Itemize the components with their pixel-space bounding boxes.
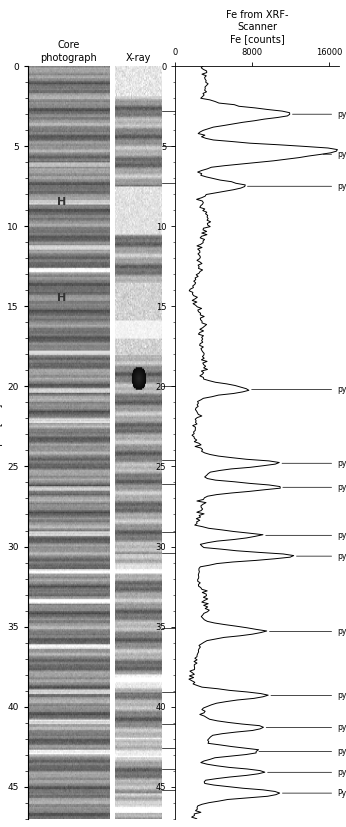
Title: Fe from XRF-
Scanner
Fe [counts]: Fe from XRF- Scanner Fe [counts] <box>226 10 289 45</box>
Text: Pyr: Pyr <box>282 789 346 797</box>
Text: pyr: pyr <box>266 723 346 732</box>
Text: pyr: pyr <box>252 385 346 394</box>
Title: X-ray: X-ray <box>126 53 152 63</box>
Text: H: H <box>57 198 67 208</box>
Title: Core
photograph: Core photograph <box>40 41 97 63</box>
Text: pyr: pyr <box>247 182 346 191</box>
Text: pyr: pyr <box>283 483 346 492</box>
Text: pyr: pyr <box>259 747 346 756</box>
Text: pyr: pyr <box>266 531 346 540</box>
Text: pyr: pyr <box>297 552 346 561</box>
Text: pyr: pyr <box>270 627 346 636</box>
Text: pyr: pyr <box>323 150 346 159</box>
Text: pyr: pyr <box>267 767 346 777</box>
Text: pyr: pyr <box>271 691 346 700</box>
Text: pyr: pyr <box>282 459 346 468</box>
Text: pyr: pyr <box>292 110 346 119</box>
Y-axis label: core depth [cm]: core depth [cm] <box>0 404 3 481</box>
Text: H: H <box>57 294 67 304</box>
